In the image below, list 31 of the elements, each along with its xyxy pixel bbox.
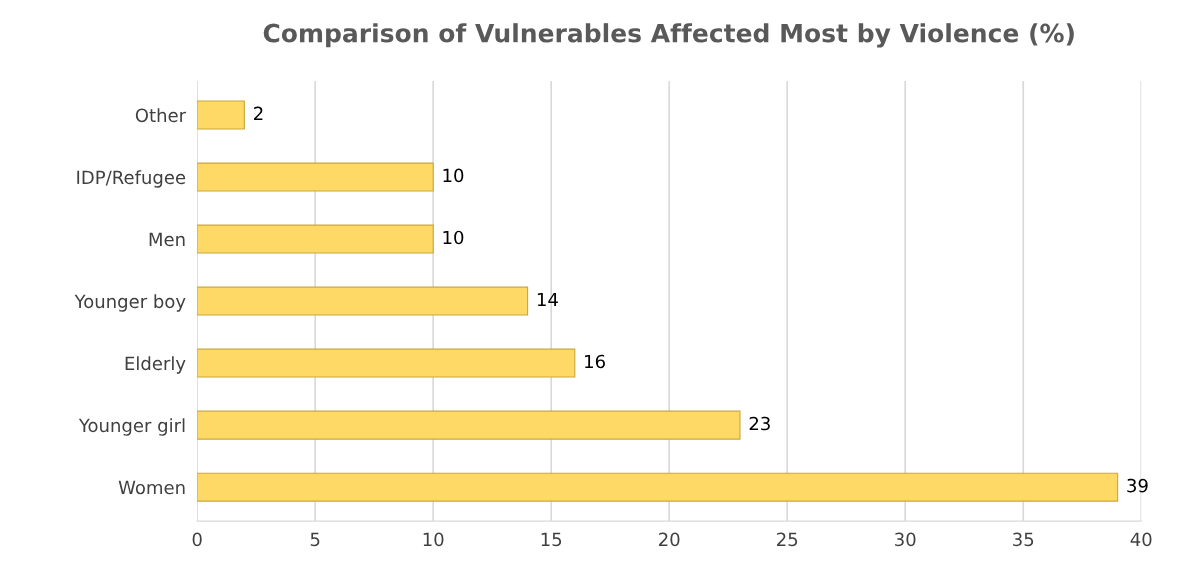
y-tick-label: Elderly (125, 356, 186, 374)
data-label: 14 (537, 292, 558, 307)
bar (197, 286, 529, 316)
y-tick-label: Men (149, 232, 185, 247)
bar (197, 162, 434, 192)
chart-title: Comparison of Vulnerables Affected Most by Violence (%) (263, 23, 1074, 48)
x-tick-label: 30 (895, 532, 916, 547)
data-label: 10 (443, 230, 464, 245)
x-tick-label: 40 (1130, 532, 1152, 547)
y-tick-label: Younger boy (74, 294, 186, 312)
y-tick-label: IDP/Refugee (77, 170, 186, 188)
data-label: 10 (443, 168, 464, 183)
y-tick-label: Younger girl (78, 418, 185, 436)
x-tick-label: 5 (310, 532, 320, 547)
bar (197, 410, 741, 440)
bar (197, 224, 434, 254)
bar (197, 100, 245, 130)
x-tick-label: 0 (192, 532, 202, 547)
data-label: 23 (749, 416, 770, 431)
bar (197, 472, 1119, 502)
x-tick-label: 35 (1013, 532, 1034, 547)
data-label: 39 (1127, 478, 1148, 493)
y-tick-label: Other (135, 108, 187, 123)
y-tick-label: Women (118, 480, 185, 495)
data-label: 16 (585, 354, 605, 369)
bar (197, 348, 576, 378)
x-tick-label: 25 (777, 532, 798, 547)
x-tick-label: 20 (659, 532, 680, 547)
x-tick-label: 10 (423, 532, 444, 547)
data-label: 2 (254, 106, 263, 120)
x-tick-label: 15 (541, 532, 562, 547)
